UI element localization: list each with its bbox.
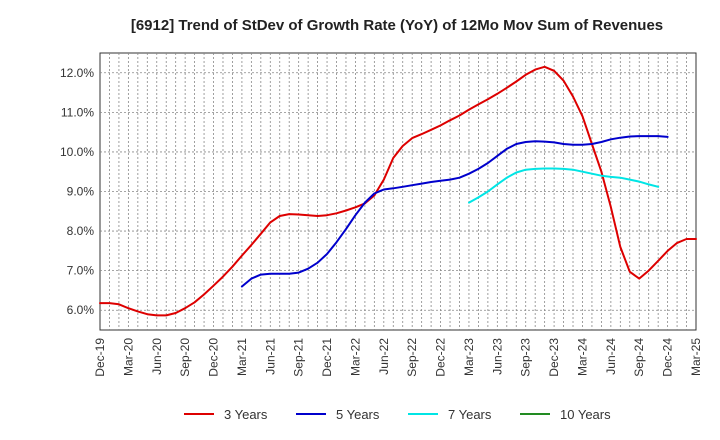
x-tick-label: Jun-22 (377, 338, 391, 375)
x-tick-label: Mar-21 (235, 338, 249, 376)
y-axis: 6.0% 7.0% 8.0% 9.0% 10.0% 11.0% 12.0% (60, 66, 94, 317)
x-tick-label: Dec-24 (661, 338, 675, 377)
legend-label: 7 Years (448, 407, 492, 422)
y-tick-label: 8.0% (67, 224, 95, 238)
x-tick-label: Jun-23 (490, 338, 504, 375)
legend: 3 Years 5 Years 7 Years 10 Years (184, 407, 611, 422)
series-line-7-years (468, 167, 660, 204)
x-tick-label: Sep-24 (632, 338, 646, 377)
y-tick-label: 11.0% (61, 105, 94, 119)
legend-label: 10 Years (560, 407, 611, 422)
x-tick-label: Jun-20 (150, 338, 164, 375)
x-tick-label: Mar-25 (689, 338, 703, 376)
x-tick-label: Dec-19 (93, 338, 107, 377)
y-tick-label: 9.0% (67, 185, 95, 199)
series-lines (99, 65, 697, 317)
x-tick-label: Sep-23 (519, 338, 533, 377)
x-tick-label: Sep-21 (292, 338, 306, 377)
series-line-3-years (99, 65, 697, 317)
x-axis: Dec-19 Mar-20 Jun-20 Sep-20 Dec-20 Mar-21 Jun-… (93, 338, 703, 377)
x-tick-label: Jun-21 (263, 338, 277, 375)
x-tick-label: Dec-20 (207, 338, 221, 377)
x-tick-label: Sep-22 (405, 338, 419, 377)
chart-title: [6912] Trend of StDev of Growth Rate (Yo… (131, 17, 663, 34)
y-tick-label: 12.0% (60, 66, 94, 80)
x-tick-label: Dec-23 (547, 338, 561, 377)
x-tick-label: Mar-24 (575, 338, 589, 376)
y-tick-label: 6.0% (67, 303, 95, 317)
y-tick-label: 10.0% (60, 145, 94, 159)
grid (100, 53, 696, 330)
x-tick-label: Mar-20 (121, 338, 135, 376)
x-tick-label: Mar-23 (462, 338, 476, 376)
y-tick-label: 7.0% (67, 264, 95, 278)
x-tick-label: Sep-20 (178, 338, 192, 377)
series-line-5-years (240, 135, 669, 288)
x-tick-label: Mar-22 (348, 338, 362, 376)
x-tick-label: Dec-22 (434, 338, 448, 377)
legend-label: 5 Years (336, 407, 380, 422)
legend-label: 3 Years (224, 407, 268, 422)
x-tick-label: Jun-24 (604, 338, 618, 375)
x-tick-label: Dec-21 (320, 338, 334, 377)
